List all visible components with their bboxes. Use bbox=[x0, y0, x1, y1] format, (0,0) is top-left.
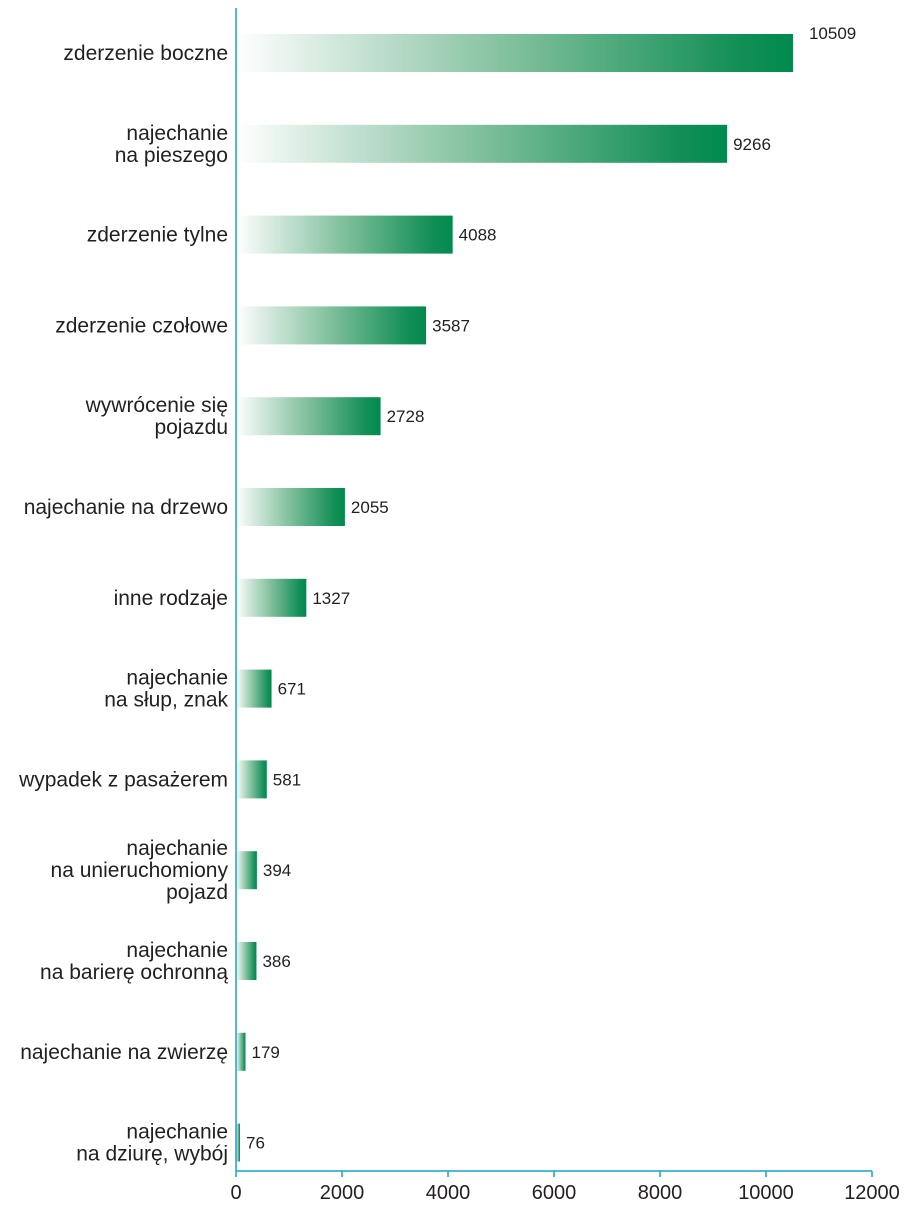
value-label: 4088 bbox=[459, 226, 497, 245]
category-label-line: zderzenie czołowe bbox=[55, 314, 228, 337]
category-label-line: zderzenie tylne bbox=[87, 224, 228, 247]
category-label-line: najechanie bbox=[126, 837, 228, 860]
bar bbox=[236, 488, 345, 526]
category-label: wywrócenie się pojazdu bbox=[85, 394, 228, 439]
value-label: 581 bbox=[273, 770, 301, 789]
category-label-line: zderzenie boczne bbox=[63, 42, 228, 65]
bar bbox=[236, 760, 267, 799]
category-label: inne rodzaje bbox=[114, 587, 228, 610]
category-label: najechanie na unieruchomiony pojazd bbox=[51, 837, 229, 904]
value-label: 394 bbox=[263, 861, 291, 880]
category-label: najechanie na zwierzę bbox=[20, 1041, 228, 1064]
category-label: zderzenie tylne bbox=[87, 224, 228, 247]
category-label: zderzenie czołowe bbox=[55, 314, 228, 337]
x-tick-label: 10000 bbox=[738, 1182, 794, 1204]
value-label: 76 bbox=[246, 1134, 265, 1153]
category-label-line: pojazdu bbox=[154, 416, 228, 439]
category-label: najechanie na pieszego bbox=[115, 122, 228, 167]
value-label: 386 bbox=[262, 952, 290, 971]
x-tick-label: 12000 bbox=[844, 1182, 900, 1204]
category-label-line: najechanie bbox=[126, 122, 228, 145]
value-label: 179 bbox=[251, 1043, 279, 1062]
x-axis: 0 2000 4000 6000 8000 10000 12000 bbox=[230, 8, 900, 1204]
value-label: 3587 bbox=[432, 316, 470, 335]
value-label: 671 bbox=[278, 680, 306, 699]
value-label: 1327 bbox=[312, 589, 350, 608]
category-label-line: najechanie bbox=[126, 939, 228, 962]
bar bbox=[236, 124, 728, 163]
x-tick-label: 4000 bbox=[426, 1182, 471, 1204]
x-tick-label: 8000 bbox=[638, 1182, 683, 1204]
category-label-line: najechanie bbox=[126, 1121, 228, 1144]
value-label: 10509 bbox=[809, 24, 856, 43]
x-tick-label: 2000 bbox=[320, 1182, 365, 1204]
category-label: najechanie na słup, znak bbox=[104, 667, 228, 712]
category-label-line: najechanie bbox=[126, 667, 228, 690]
category-label-line: inne rodzaje bbox=[114, 587, 228, 610]
bar bbox=[236, 942, 257, 980]
category-label-line: wypadek z pasażerem bbox=[18, 768, 228, 791]
bar bbox=[236, 578, 307, 617]
x-tick-label: 0 bbox=[230, 1182, 241, 1204]
category-label-line: na dziurę, wybój bbox=[76, 1143, 228, 1166]
category-label: wypadek z pasażerem bbox=[18, 768, 228, 791]
bar bbox=[236, 215, 453, 254]
category-label-line: na pieszego bbox=[115, 144, 228, 167]
category-label: najechanie na drzewo bbox=[24, 496, 228, 519]
bars bbox=[236, 34, 793, 1162]
category-label-line: na barierę ochronną bbox=[40, 961, 228, 984]
value-label: 9266 bbox=[733, 135, 771, 154]
category-label: najechanie na dziurę, wybój bbox=[76, 1121, 228, 1166]
category-label: najechanie na barierę ochronną bbox=[40, 939, 228, 984]
bar bbox=[236, 669, 272, 708]
category-label-line: wywrócenie się bbox=[85, 394, 228, 417]
bar bbox=[236, 1123, 241, 1162]
category-label-line: pojazd bbox=[166, 881, 228, 904]
value-label: 2055 bbox=[351, 498, 389, 517]
category-label-line: na słup, znak bbox=[104, 689, 228, 712]
category-label: zderzenie boczne bbox=[63, 42, 228, 65]
bar bbox=[236, 1032, 246, 1071]
category-label-line: najechanie na zwierzę bbox=[20, 1041, 228, 1064]
bar bbox=[236, 851, 257, 890]
bar bbox=[236, 306, 427, 345]
x-tick-label: 6000 bbox=[532, 1182, 577, 1204]
category-label-line: najechanie na drzewo bbox=[24, 496, 228, 519]
category-label-line: na unieruchomiony bbox=[51, 859, 229, 882]
value-label: 2728 bbox=[387, 407, 425, 426]
bar bbox=[236, 397, 381, 436]
bar bbox=[236, 34, 793, 72]
